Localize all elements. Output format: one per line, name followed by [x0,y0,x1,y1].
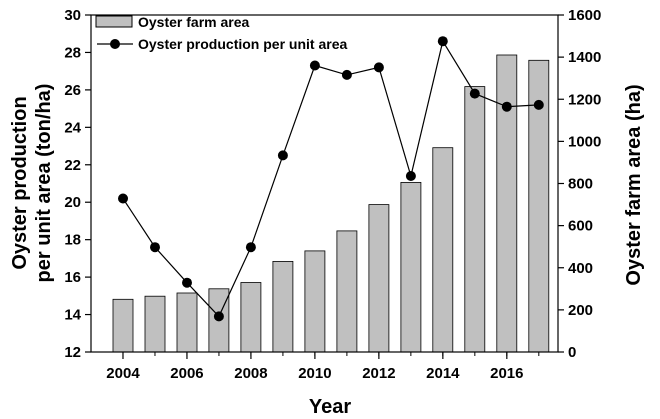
y-left-tick-label: 24 [64,119,81,136]
x-tick-label: 2008 [234,365,267,382]
point-production-2014 [437,36,448,47]
y-left-tick-label: 18 [64,232,81,249]
y-right-tick-label: 800 [568,176,593,193]
y-left-tick-label: 20 [64,194,81,211]
y-right-tick-label: 600 [568,218,593,235]
legend: Oyster farm area Oyster production per u… [95,14,347,52]
point-production-2013 [405,171,416,181]
y-right-tick-label: 400 [568,260,593,277]
bar-farm-area-2011 [336,230,358,353]
bar-farm-area-2006 [176,292,198,353]
line-production [122,39,539,318]
y-left-tick-label: 12 [64,344,81,361]
y-left-tick-label: 28 [64,44,81,61]
legend-line-marker [110,39,120,49]
y-right-tick-label: 1200 [568,91,601,108]
bar-farm-area-2005 [144,295,166,353]
bar-farm-area-2014 [432,147,454,353]
bar-farm-area-2016 [496,54,518,353]
y-axis-title-left-line: per unit area (ton/ha) [33,84,55,283]
point-production-2010 [309,60,320,71]
bar-farm-area-2012 [368,204,390,353]
axes [85,14,564,359]
point-production-2004 [118,193,128,204]
x-axis-title: Year [309,396,351,418]
point-production-2016 [501,101,512,112]
x-tick-label: 2016 [490,365,523,382]
y-axis-title-left-line: Oyster production [9,96,31,269]
y-left-tick-label: 16 [64,269,81,286]
y-right-tick-label: 200 [568,302,593,319]
point-production-2015 [469,88,480,99]
point-production-2006 [182,277,192,288]
point-production-2012 [373,62,384,73]
bar-farm-area-2008 [240,282,262,353]
tick-labels: 12 14 16 18 20 22 24 26 28 30 0 200 400 600 800 1000 120… [64,7,601,382]
x-tick-label: 2010 [298,365,331,382]
x-tick-label: 2012 [362,365,395,382]
point-production-2005 [150,242,160,253]
y-axis-title-right: Oyster farm area (ha) [623,84,645,285]
point-production-2011 [341,69,352,80]
point-production-2008 [245,242,256,253]
y-right-tick-label: 1400 [568,49,601,66]
line-series-production [118,36,544,322]
point-production-2017 [533,99,544,110]
bar-farm-area-2010 [304,250,326,353]
bar-series-farm-area [112,54,550,353]
x-tick-label: 2006 [170,365,203,382]
y-left-tick-label: 26 [64,82,81,99]
bar-farm-area-2004 [112,298,134,353]
y-left-tick-label: 22 [64,157,81,174]
bar-farm-area-2015 [464,86,486,353]
legend-label-bar: Oyster farm area [138,14,250,30]
y-right-tick-label: 1600 [568,7,601,24]
x-tick-label: 2004 [106,365,140,382]
point-production-2007 [213,311,224,322]
bar-farm-area-2009 [272,260,294,353]
bar-farm-area-2013 [400,181,422,353]
y-left-tick-label: 30 [64,7,81,24]
y-axis-title-left: Oyster production per unit area (ton/ha) [9,84,55,283]
y-right-tick-label: 1000 [568,133,601,150]
point-production-2009 [277,150,288,161]
x-tick-label: 2014 [426,365,460,382]
y-left-tick-label: 14 [64,307,81,324]
legend-label-line: Oyster production per unit area [138,36,347,52]
legend-bar-swatch [95,15,133,28]
y-right-tick-label: 0 [568,344,576,361]
